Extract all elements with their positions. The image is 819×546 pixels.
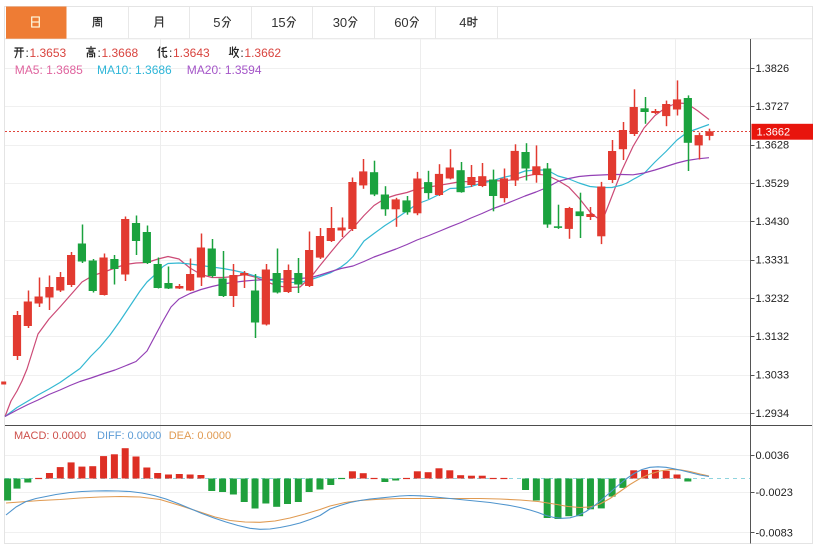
svg-text:DIFF: 0.0000: DIFF: 0.0000: [97, 430, 161, 442]
svg-text:1.3668: 1.3668: [102, 46, 139, 60]
svg-text:MA5: 1.3685: MA5: 1.3685: [15, 63, 83, 77]
svg-text:1.3430: 1.3430: [756, 216, 790, 228]
svg-text:-0.0083: -0.0083: [756, 527, 793, 539]
svg-text:MACD: 0.0000: MACD: 0.0000: [14, 430, 86, 442]
svg-text:15: 15: [271, 15, 285, 30]
svg-text:1.3529: 1.3529: [756, 178, 790, 190]
svg-text::: :: [26, 46, 29, 60]
svg-text:1.3232: 1.3232: [756, 293, 790, 305]
svg-text:1.3662: 1.3662: [757, 127, 791, 139]
svg-text:1.3643: 1.3643: [173, 46, 210, 60]
svg-text:60: 60: [394, 15, 408, 30]
svg-text:1.3132: 1.3132: [756, 331, 790, 343]
svg-text:1.3628: 1.3628: [756, 140, 790, 152]
svg-text:1.3727: 1.3727: [756, 101, 790, 113]
svg-text::: :: [240, 46, 243, 60]
svg-text:30: 30: [333, 15, 347, 30]
svg-text:DEA: 0.0000: DEA: 0.0000: [169, 430, 231, 442]
svg-text:1.3653: 1.3653: [30, 46, 67, 60]
svg-text:0.0036: 0.0036: [756, 450, 790, 462]
svg-text:4: 4: [459, 15, 466, 30]
svg-text:1.2934: 1.2934: [756, 408, 790, 420]
svg-text:1.3331: 1.3331: [756, 255, 790, 267]
svg-text:1.3826: 1.3826: [756, 63, 790, 75]
svg-text::: :: [98, 46, 101, 60]
svg-text::: :: [169, 46, 172, 60]
svg-text:1.3662: 1.3662: [244, 46, 281, 60]
svg-text:1.3033: 1.3033: [756, 370, 790, 382]
svg-text:MA10: 1.3686: MA10: 1.3686: [97, 63, 172, 77]
svg-text:MA20: 1.3594: MA20: 1.3594: [187, 63, 262, 77]
svg-text:5: 5: [213, 15, 220, 30]
svg-text:-0.0023: -0.0023: [756, 487, 793, 499]
